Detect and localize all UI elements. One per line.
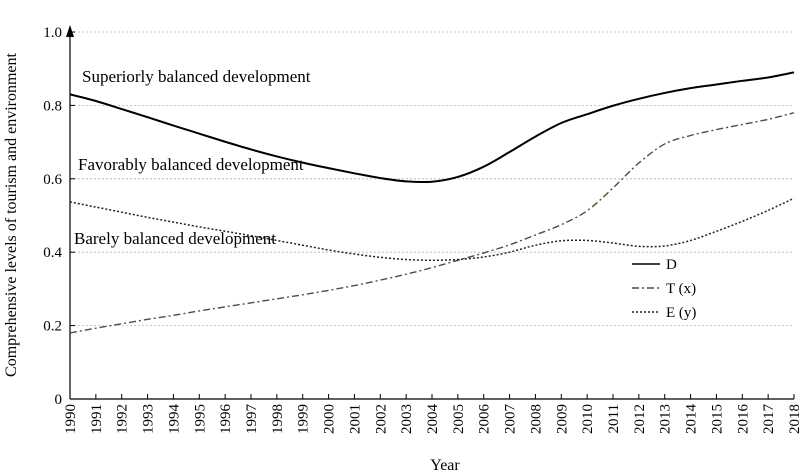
grid-lines — [70, 31, 794, 327]
x-tick-label: 2005 — [451, 404, 467, 434]
legend-label-d: D — [666, 257, 677, 273]
x-tick-label: 2006 — [477, 404, 493, 435]
x-ticks: 1990 1991 1992 1993 1994 1995 1996 1997 1998 1999… — [63, 394, 800, 434]
x-tick-label: 1992 — [115, 404, 131, 434]
x-tick-label: 2009 — [554, 404, 570, 434]
y-tick-label: 0.2 — [43, 319, 62, 335]
x-tick-label: 1993 — [141, 404, 157, 434]
x-tick-label: 1991 — [89, 404, 105, 434]
x-tick-label: 1995 — [192, 404, 208, 434]
x-tick-label: 1996 — [218, 404, 234, 435]
legend: D T (x) E (y) — [632, 257, 696, 321]
y-tick-label: 1.0 — [43, 25, 62, 41]
zone-annotations: Superiorly balanced development Favorabl… — [74, 67, 311, 248]
y-tick-label: 0 — [55, 392, 63, 408]
x-tick-label: 2003 — [399, 404, 415, 434]
x-tick-label: 2001 — [347, 404, 363, 434]
y-tick-label: 0.8 — [43, 98, 62, 114]
series-line-d — [69, 71, 795, 184]
series-line-e — [69, 197, 795, 262]
series-lines — [69, 71, 795, 334]
annotation-favorable: Favorably balanced development — [78, 155, 304, 174]
x-tick-label: 1990 — [63, 404, 79, 434]
y-ticks: 0 0.2 0.4 0.6 0.8 1.0 — [43, 25, 75, 408]
x-tick-label: 2007 — [503, 404, 519, 435]
x-tick-label: 2013 — [658, 404, 674, 434]
x-tick-label: 2012 — [632, 404, 648, 434]
annotation-barely: Barely balanced development — [74, 229, 276, 248]
x-tick-label: 2008 — [528, 404, 544, 434]
y-tick-label: 0.4 — [43, 245, 62, 261]
x-tick-label: 2015 — [709, 404, 725, 434]
x-tick-label: 1998 — [270, 404, 286, 434]
legend-label-t: T (x) — [666, 281, 696, 297]
legend-label-e: E (y) — [666, 305, 696, 321]
annotation-superior: Superiorly balanced development — [82, 67, 311, 86]
x-axis-label: Year — [430, 457, 460, 474]
x-tick-label: 2011 — [606, 404, 622, 433]
y-axis-arrow-icon — [66, 25, 74, 37]
x-tick-label: 2010 — [580, 404, 596, 434]
x-tick-label: 2016 — [735, 404, 751, 435]
y-axis-label: Comprehensive levels of tourism and envi… — [3, 52, 20, 376]
x-tick-label: 1994 — [166, 404, 182, 435]
x-tick-label: 2004 — [425, 404, 441, 435]
x-tick-label: 2018 — [787, 404, 800, 434]
x-tick-label: 2017 — [761, 404, 777, 435]
y-tick-label: 0.6 — [43, 172, 62, 188]
x-tick-label: 2000 — [322, 404, 338, 434]
x-tick-label: 2014 — [684, 404, 700, 435]
x-tick-label: 2002 — [373, 404, 389, 434]
x-tick-label: 1997 — [244, 404, 260, 435]
x-tick-label: 1999 — [296, 404, 312, 434]
series-line-t — [69, 112, 795, 334]
